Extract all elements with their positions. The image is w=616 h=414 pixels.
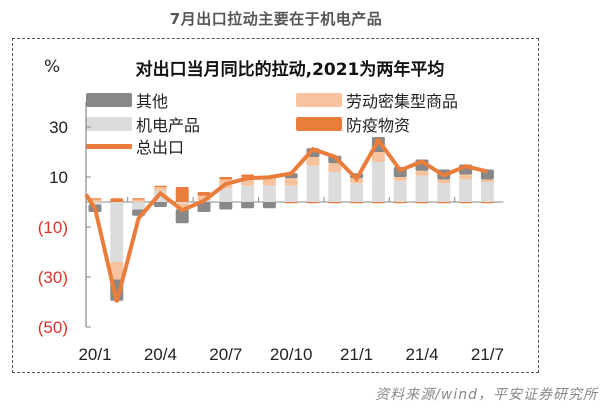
bar-epidemic-20-7 xyxy=(219,177,233,180)
bar-mechanical-21-1 xyxy=(350,183,364,202)
x-tick-label: 21/1 xyxy=(340,345,373,364)
page-title: 7月出口拉动主要在于机电产品 xyxy=(169,10,383,28)
legend-label-mechanical: 机电产品 xyxy=(136,116,201,135)
x-tick-label: 20/7 xyxy=(209,345,242,364)
bar-epidemic-20-2 xyxy=(110,198,124,202)
bar-epidemic-20-10 xyxy=(284,202,298,204)
bar-mechanical-20-10 xyxy=(284,185,298,202)
x-tick-label: 20/1 xyxy=(78,345,111,364)
y-tick-label: 30 xyxy=(49,118,68,137)
bar-labor-21-3 xyxy=(393,177,407,181)
bar-other-20-7 xyxy=(219,202,233,210)
legend-item-other: 其他 xyxy=(86,88,168,112)
bar-mechanical-20-11 xyxy=(306,165,320,202)
legend-item-labor: 劳动密集型商品 xyxy=(296,88,458,112)
bar-mechanical-20-2 xyxy=(110,202,124,262)
legend-swatch-other xyxy=(86,93,132,107)
legend-swatch-mechanical xyxy=(86,117,132,131)
bar-other-20-6 xyxy=(197,202,211,212)
bar-labor-21-4 xyxy=(415,170,429,176)
bar-mechanical-20-5 xyxy=(175,202,189,204)
bar-other-20-9 xyxy=(262,202,276,209)
bar-other-20-5 xyxy=(175,209,189,224)
bar-epidemic-21-1 xyxy=(350,202,364,204)
legend-item-mechanical: 机电产品 xyxy=(86,112,200,136)
bar-other-20-4 xyxy=(153,202,167,207)
bar-labor-20-10 xyxy=(284,178,298,186)
y-axis-unit: % xyxy=(44,57,61,77)
bar-mechanical-20-9 xyxy=(262,185,276,202)
bar-mechanical-20-7 xyxy=(219,188,233,202)
bar-labor-21-7 xyxy=(480,179,494,182)
legend-swatch-total xyxy=(86,143,132,149)
bar-epidemic-21-3 xyxy=(393,202,407,204)
bar-epidemic-20-6 xyxy=(197,192,211,196)
bar-labor-21-6 xyxy=(459,174,473,180)
bar-mechanical-21-3 xyxy=(393,180,407,202)
legend-label-other: 其他 xyxy=(136,92,169,111)
legend-swatch-labor xyxy=(296,93,342,107)
bar-other-20-8 xyxy=(241,202,255,209)
legend-item-total: 总出口 xyxy=(86,134,184,158)
bar-epidemic-21-7 xyxy=(480,202,494,204)
chart-title: 对出口当月同比的拉动,2021为两年平均 xyxy=(135,60,445,80)
x-tick-label: 20/4 xyxy=(144,345,177,364)
chart-frame xyxy=(12,38,539,373)
x-tick-label: 21/4 xyxy=(405,345,438,364)
bar-labor-20-12 xyxy=(328,163,342,172)
bar-mechanical-21-5 xyxy=(437,183,451,202)
bar-mechanical-20-8 xyxy=(241,185,255,202)
bar-epidemic-20-12 xyxy=(328,202,342,204)
bar-epidemic-20-1 xyxy=(88,198,102,200)
y-tick-label: (50) xyxy=(38,318,68,337)
bar-labor-20-11 xyxy=(306,157,320,166)
legend-label-labor: 劳动密集型商品 xyxy=(346,92,459,111)
line-total-exports xyxy=(84,136,488,303)
legend-swatch-epidemic xyxy=(296,117,342,131)
bar-labor-20-4 xyxy=(153,187,167,191)
legend-item-epidemic: 防疫物资 xyxy=(296,112,410,136)
bar-labor-20-2 xyxy=(110,262,124,280)
legend-label-epidemic: 防疫物资 xyxy=(346,116,411,135)
source-note: 资料来源/wind，平安证券研究所 xyxy=(375,387,598,403)
bar-mechanical-21-6 xyxy=(459,179,473,202)
bar-epidemic-20-5 xyxy=(175,187,189,202)
bar-labor-21-5 xyxy=(437,179,451,184)
bar-epidemic-21-2 xyxy=(371,202,385,204)
x-tick-label: 21/7 xyxy=(471,345,504,364)
bar-mechanical-21-4 xyxy=(415,175,429,202)
bar-mechanical-21-7 xyxy=(480,182,494,202)
y-tick-label: (30) xyxy=(38,268,68,287)
bar-epidemic-20-3 xyxy=(132,198,146,200)
bar-mechanical-21-2 xyxy=(371,162,385,202)
bar-epidemic-21-5 xyxy=(437,202,451,204)
y-tick-label: 10 xyxy=(49,168,68,187)
y-tick-label: (10) xyxy=(38,218,68,237)
bar-epidemic-20-11 xyxy=(306,202,320,204)
bar-mechanical-20-3 xyxy=(132,202,146,210)
bar-epidemic-21-6 xyxy=(459,202,473,204)
bar-epidemic-20-4 xyxy=(153,185,167,187)
bar-mechanical-20-12 xyxy=(328,172,342,202)
legend-label-total: 总出口 xyxy=(136,138,185,157)
bar-labor-20-3 xyxy=(132,199,146,202)
bar-labor-21-2 xyxy=(371,152,385,162)
x-tick-label: 20/10 xyxy=(270,345,313,364)
bar-epidemic-21-4 xyxy=(415,202,429,204)
